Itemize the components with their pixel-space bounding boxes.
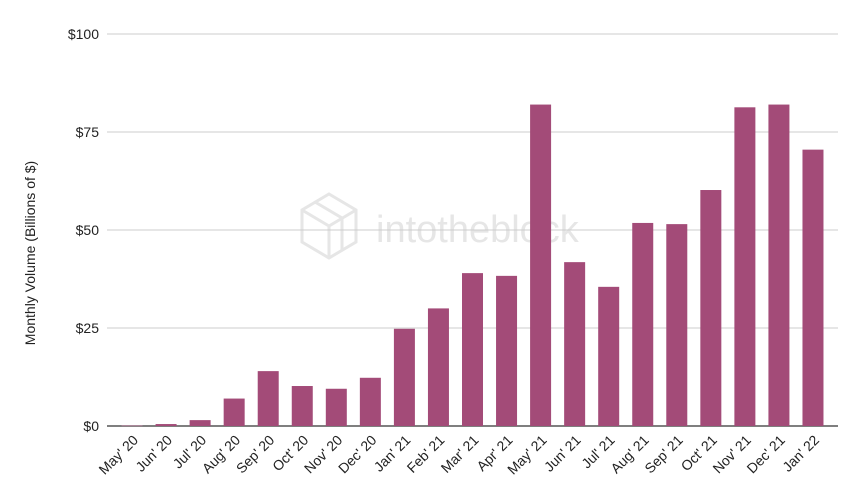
bar: [462, 273, 483, 426]
y-tick-label: $75: [76, 124, 100, 140]
bar: [496, 275, 518, 426]
bar: [427, 308, 449, 426]
bar: [632, 222, 654, 426]
x-tick-label: May' 20: [95, 432, 141, 478]
bar: [768, 104, 790, 426]
bar: [564, 262, 586, 426]
bar: [393, 328, 415, 426]
y-axis-ticks: $0 $25 $50 $75 $100: [68, 26, 99, 434]
bar: [257, 371, 279, 426]
bar: [802, 149, 824, 426]
cube-logo-icon: [300, 192, 358, 260]
bar: [700, 190, 722, 426]
y-axis-label: Monthly Volume (Billions of $): [22, 161, 38, 345]
bar: [598, 286, 620, 426]
x-tick-label: Mar' 21: [438, 432, 482, 476]
x-tick-label: Jun' 21: [541, 432, 584, 475]
bar: [666, 224, 688, 426]
bar: [734, 107, 756, 426]
x-tick-label: Dec' 21: [743, 432, 788, 477]
x-tick-label: Jun' 20: [132, 432, 175, 475]
bar: [121, 425, 143, 427]
y-tick-label: $0: [83, 418, 99, 434]
x-tick-label: Dec' 20: [335, 432, 380, 477]
y-tick-label: $50: [76, 222, 100, 238]
y-tick-label: $25: [76, 320, 100, 336]
x-tick-label: Sep' 20: [233, 432, 278, 477]
bar: [291, 386, 313, 426]
bar: [189, 420, 211, 426]
bar: [223, 398, 245, 426]
x-tick-label: Jan' 22: [779, 432, 822, 475]
bar: [325, 388, 347, 426]
bar: [155, 424, 177, 426]
y-tick-label: $100: [68, 26, 99, 42]
bars: [121, 104, 824, 427]
bar: [359, 377, 381, 426]
bar: [530, 104, 552, 426]
x-tick-label: Sep' 21: [641, 432, 686, 477]
